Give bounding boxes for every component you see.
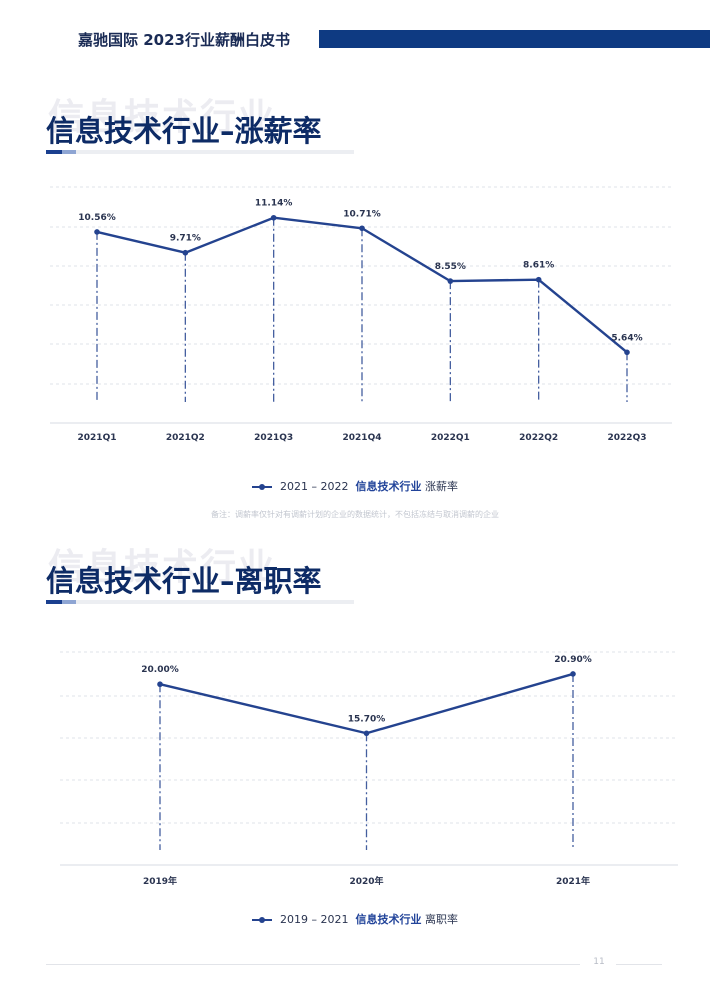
page-number: 11 [593,957,605,967]
title-underline [46,600,354,604]
turnover-chart-legend: 2019 – 2021 信息技术行业 离职率 [0,911,710,927]
x-tick-label: 2020年 [349,875,383,887]
x-tick-label: 2022Q2 [519,433,558,443]
brand-title: 嘉驰国际 2023行业薪酬白皮书 [78,31,290,49]
series-line [159,672,574,735]
data-point [359,225,365,232]
data-label: 15.70% [348,714,386,724]
x-tick-label: 2021Q1 [78,433,117,443]
legend-years: 2021 – 2022 [280,480,349,493]
x-tick-label: 2022Q1 [431,433,470,443]
section-title-turnover: 信息技术行业–离职率 [46,564,322,598]
turnover-rate-line-chart: 20.00% 15.70% 20.90% 2019年 2020年 2021年 [60,651,678,887]
data-point [535,276,542,283]
x-tick-label: 2021Q4 [343,433,382,443]
data-point [94,229,100,235]
raise-chart-legend: 2021 – 2022 信息技术行业 涨薪率 [0,478,710,494]
footer-rule [46,964,580,965]
data-label: 20.90% [554,655,592,665]
data-label: 11.14% [255,199,293,209]
data-point [157,681,163,688]
data-label: 10.71% [343,209,381,219]
data-point [363,730,370,737]
data-label: 8.61% [523,261,554,271]
legend-line-marker [252,484,272,490]
x-tick-label: 2019年 [143,875,177,887]
data-label: 9.71% [170,234,201,244]
data-label: 10.56% [78,213,116,223]
header-accent-bar [319,30,710,48]
legend-metric: 涨薪率 [424,480,458,493]
legend-years: 2019 – 2021 [280,913,349,926]
x-tick-label: 2021年 [556,875,590,887]
legend-line-marker [252,917,272,923]
data-point [270,214,277,221]
x-tick-label: 2021Q3 [254,433,293,443]
data-label: 5.64% [611,333,642,343]
footer-rule [616,964,662,965]
data-point [182,249,189,256]
section-title-raise: 信息技术行业–涨薪率 [46,114,322,148]
section-watermark: 信息技术行业 [48,547,277,588]
raise-rate-line-chart: 10.56% 9.71% 11.14% 10.71% 8.55% 8.61% 5.64% 20… [50,186,672,443]
page-header: 嘉驰国际 2023行业薪酬白皮书 [0,30,710,50]
title-underline [46,150,354,154]
data-point [570,671,576,677]
data-point [447,278,454,284]
data-label: 20.00% [141,665,179,675]
legend-metric: 离职率 [424,913,458,926]
legend-industry: 信息技术行业 [355,913,422,926]
legend-industry: 信息技术行业 [355,480,422,493]
x-tick-label: 2022Q3 [608,433,647,443]
data-point [624,349,630,356]
data-label: 8.55% [435,262,466,272]
x-tick-label: 2021Q2 [166,433,205,443]
section-watermark: 信息技术行业 [48,97,277,138]
chart-footnote: 备注：调薪率仅针对有调薪计划的企业的数据统计，不包括冻结与取消调薪的企业 [211,510,499,519]
